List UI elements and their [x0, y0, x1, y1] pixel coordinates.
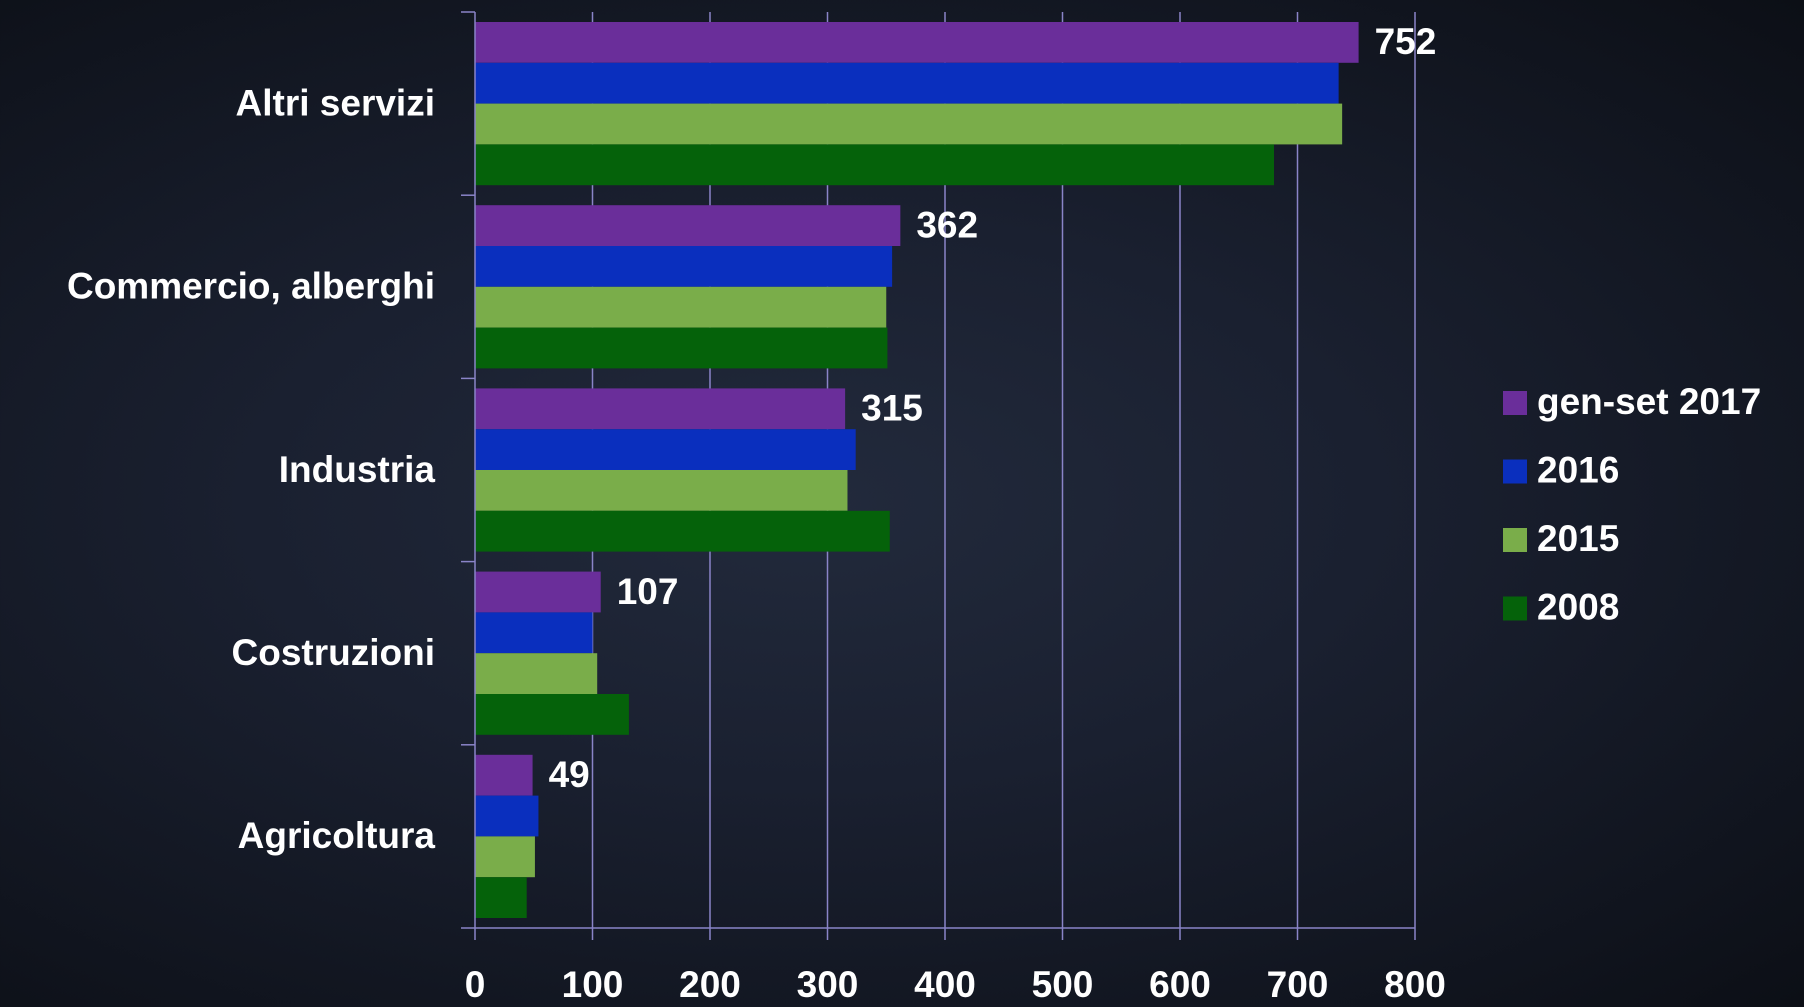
category-label-altri-servizi: Altri servizi	[236, 82, 435, 123]
bar-2008-commercio-alberghi	[475, 327, 888, 369]
axes	[461, 11, 1416, 940]
x-tick-label-0: 0	[465, 964, 486, 1002]
legend-label: 2015	[1537, 518, 1619, 559]
legend-swatch	[1503, 391, 1527, 415]
x-tick-label-200: 200	[679, 964, 741, 1002]
bar-2015-agricoltura	[475, 836, 535, 878]
legend: gen-set 2017 2016 2015 2008	[1503, 381, 1761, 627]
legend-label: 2008	[1537, 586, 1619, 627]
legend-item-gen-set-2017: gen-set 2017	[1503, 381, 1761, 422]
data-label-agricoltura: 49	[549, 754, 590, 795]
bar-gen-set-2017-industria	[475, 388, 846, 430]
data-label-altri-servizi: 752	[1375, 21, 1437, 62]
x-tick-label-100: 100	[562, 964, 624, 1002]
category-label-agricoltura: Agricoltura	[238, 815, 436, 856]
bar-2016-costruzioni	[475, 612, 593, 654]
legend-swatch	[1503, 596, 1527, 621]
legend-item-2015: 2015	[1503, 518, 1619, 559]
bar-gen-set-2017-costruzioni	[475, 571, 601, 613]
labels: 0 100 200 300 400 500 600 700 800 Altri servizi Co…	[67, 21, 1446, 1005]
bar-gen-set-2017-commercio-alberghi	[475, 205, 901, 246]
legend-swatch	[1503, 528, 1527, 552]
bar-2016-industria	[475, 429, 856, 470]
legend-item-2016: 2016	[1503, 449, 1619, 490]
category-label-commercio-alberghi: Commercio, alberghi	[67, 266, 435, 307]
bar-2015-altri-servizi	[475, 103, 1343, 145]
bar-2008-costruzioni	[475, 694, 629, 735]
legend-item-2008: 2008	[1503, 586, 1619, 627]
data-label-commercio-alberghi: 362	[916, 204, 978, 245]
bar-2016-agricoltura	[475, 795, 539, 837]
bar-2008-altri-servizi	[475, 144, 1274, 186]
data-label-costruzioni: 107	[617, 571, 679, 612]
x-tick-label-700: 700	[1267, 964, 1329, 1002]
bar-2008-industria	[475, 510, 890, 552]
data-label-industria: 315	[861, 388, 923, 429]
bar-2016-commercio-alberghi	[475, 246, 893, 287]
legend-label: gen-set 2017	[1537, 381, 1761, 422]
legend-swatch	[1503, 459, 1527, 484]
x-tick-label-500: 500	[1032, 964, 1094, 1002]
x-tick-label-800: 800	[1384, 964, 1446, 1002]
category-label-costruzioni: Costruzioni	[232, 632, 435, 673]
bar-2015-industria	[475, 470, 848, 511]
legend-label: 2016	[1537, 449, 1619, 490]
bar-gen-set-2017-agricoltura	[475, 754, 533, 796]
x-tick-label-300: 300	[797, 964, 859, 1002]
bar-2015-commercio-alberghi	[475, 286, 887, 328]
x-tick-label-400: 400	[914, 964, 976, 1002]
category-label-industria: Industria	[279, 449, 436, 490]
bar-2008-agricoltura	[475, 877, 527, 918]
bars	[475, 22, 1359, 918]
bar-2016-altri-servizi	[475, 62, 1339, 104]
bar-2015-costruzioni	[475, 653, 598, 694]
x-tick-label-600: 600	[1149, 964, 1211, 1002]
bar-gen-set-2017-altri-servizi	[475, 22, 1359, 63]
